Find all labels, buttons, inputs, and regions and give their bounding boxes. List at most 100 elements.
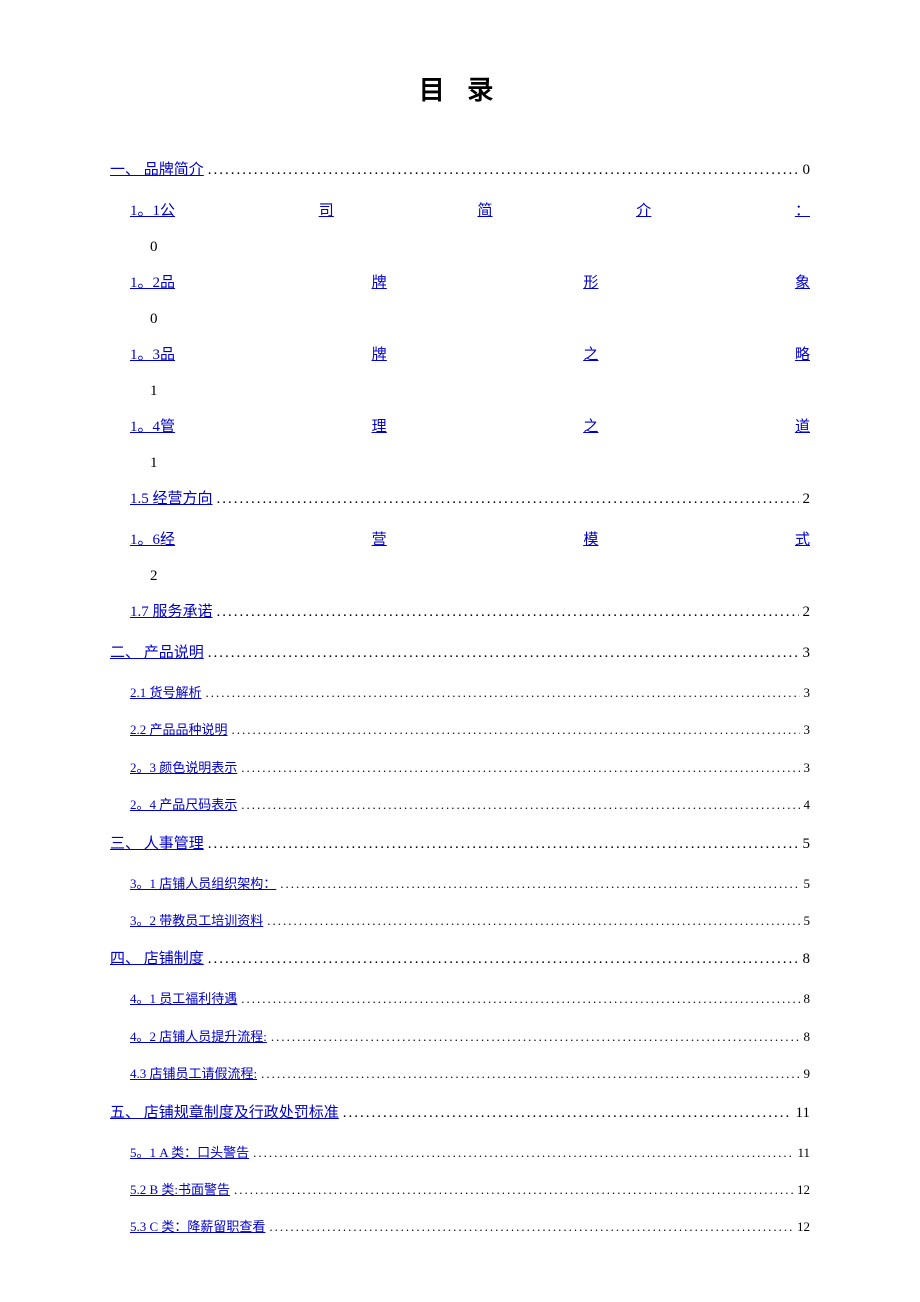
- toc-link[interactable]: 1.7 服务承诺: [130, 599, 213, 626]
- toc-link[interactable]: 一、 品牌简介: [110, 157, 204, 184]
- toc-entry: 5.3 C 类：降薪留职查看 .........................…: [110, 1215, 810, 1238]
- toc-page-number: 0: [799, 157, 811, 184]
- toc-page-number: 2: [110, 568, 810, 585]
- toc-link[interactable]: 二、 产品说明: [110, 640, 204, 667]
- table-of-contents: 一、 品牌简介 ................................…: [110, 157, 810, 1239]
- toc-entry-char: 介: [636, 198, 651, 225]
- toc-link[interactable]: 2.1 货号解析: [130, 681, 202, 704]
- toc-leader: ........................................…: [263, 909, 799, 932]
- toc-link[interactable]: 四、 店铺制度: [110, 946, 204, 973]
- toc-leader: ........................................…: [257, 1062, 799, 1085]
- toc-page-number: 3: [800, 718, 811, 741]
- toc-leader: ........................................…: [276, 872, 799, 895]
- toc-leader: ........................................…: [237, 987, 799, 1010]
- toc-entry: 4。2 店铺人员提升流程: ..........................…: [110, 1025, 810, 1048]
- toc-entry: 五、 店铺规章制度及行政处罚标准 .......................…: [110, 1100, 810, 1127]
- toc-page-number: 5: [800, 909, 811, 932]
- toc-entry-char: 式: [795, 527, 810, 554]
- toc-entry-char: 象: [795, 270, 810, 297]
- toc-link[interactable]: 5.3 C 类：降薪留职查看: [130, 1215, 265, 1238]
- toc-page-number: 3: [800, 681, 811, 704]
- toc-page-number: 11: [792, 1100, 810, 1127]
- toc-page-number: 3: [799, 640, 811, 667]
- toc-link[interactable]: 2。4 产品尺码表示: [130, 793, 237, 816]
- toc-entry: 1。2品牌形象0: [110, 270, 810, 328]
- toc-leader: ........................................…: [213, 486, 799, 513]
- toc-entry: 2。4 产品尺码表示 .............................…: [110, 793, 810, 816]
- toc-page-number: 1: [110, 455, 810, 472]
- toc-link[interactable]: 3。2 带教员工培训资料: [130, 909, 263, 932]
- toc-page-number: 0: [110, 239, 810, 256]
- toc-link[interactable]: 1。6经营模式: [110, 527, 810, 554]
- toc-entry: 三、 人事管理 ................................…: [110, 831, 810, 858]
- toc-leader: ........................................…: [204, 640, 799, 667]
- toc-link[interactable]: 5.2 B 类:书面警告: [130, 1178, 230, 1201]
- toc-page-number: 8: [800, 987, 811, 1010]
- toc-leader: ........................................…: [204, 831, 799, 858]
- toc-entry-char: ：: [795, 198, 810, 225]
- toc-entry-char: 模: [583, 527, 598, 554]
- toc-entry: 1。3品 牌 之 略 1: [110, 342, 810, 400]
- toc-page-number: 0: [110, 311, 810, 328]
- toc-entry-char: 牌: [372, 342, 387, 369]
- toc-entry: 1。1公司简介：0: [110, 198, 810, 256]
- toc-entry: 5。1 A 类：口头警告 ...........................…: [110, 1141, 810, 1164]
- toc-entry: 3。2 带教员工培训资料 ...........................…: [110, 909, 810, 932]
- toc-leader: ........................................…: [204, 946, 799, 973]
- toc-entry-char: 营: [372, 527, 387, 554]
- toc-link[interactable]: 2。3 颜色说明表示: [130, 756, 237, 779]
- toc-entry: 4.3 店铺员工请假流程: ..........................…: [110, 1062, 810, 1085]
- toc-entry: 2.2 产品品种说明 .............................…: [110, 718, 810, 741]
- page-title: 目 录: [110, 70, 810, 107]
- toc-entry-number: 1。3品: [130, 342, 175, 369]
- toc-link[interactable]: 1。1公司简介：: [110, 198, 810, 225]
- toc-entry-char: 道: [795, 414, 810, 441]
- toc-leader: ........................................…: [265, 1215, 793, 1238]
- toc-link[interactable]: 4。1 员工福利待遇: [130, 987, 237, 1010]
- toc-entry-number: 1。2品: [130, 270, 175, 297]
- toc-entry-number: 1。1公: [130, 198, 175, 225]
- toc-page-number: 11: [793, 1141, 810, 1164]
- toc-leader: ........................................…: [230, 1178, 793, 1201]
- toc-entry: 1.5 经营方向 ...............................…: [110, 486, 810, 513]
- toc-link[interactable]: 1。2品牌形象: [110, 270, 810, 297]
- toc-link[interactable]: 三、 人事管理: [110, 831, 204, 858]
- toc-page-number: 1: [110, 383, 810, 400]
- toc-leader: ........................................…: [213, 599, 799, 626]
- toc-leader: ........................................…: [249, 1141, 793, 1164]
- toc-entry: 1.7 服务承诺 ...............................…: [110, 599, 810, 626]
- toc-leader: ........................................…: [237, 793, 799, 816]
- toc-page-number: 12: [793, 1178, 810, 1201]
- toc-entry: 四、 店铺制度 ................................…: [110, 946, 810, 973]
- toc-link[interactable]: 1.5 经营方向: [130, 486, 213, 513]
- toc-page-number: 5: [799, 831, 811, 858]
- toc-link[interactable]: 1。4管理之道: [110, 414, 810, 441]
- toc-entry: 2。3 颜色说明表示 .............................…: [110, 756, 810, 779]
- toc-page-number: 9: [800, 1062, 811, 1085]
- toc-entry-char: 形: [583, 270, 598, 297]
- toc-page-number: 12: [793, 1215, 810, 1238]
- toc-entry: 3。1 店铺人员组织架构： ..........................…: [110, 872, 810, 895]
- toc-leader: ........................................…: [237, 756, 799, 779]
- toc-page-number: 2: [799, 599, 811, 626]
- toc-link[interactable]: 4。2 店铺人员提升流程:: [130, 1025, 267, 1048]
- toc-entry: 二、 产品说明 ................................…: [110, 640, 810, 667]
- toc-leader: ........................................…: [228, 718, 800, 741]
- toc-link[interactable]: 3。1 店铺人员组织架构：: [130, 872, 276, 895]
- toc-entry-char: 司: [319, 198, 334, 225]
- toc-leader: ........................................…: [204, 157, 799, 184]
- toc-page-number: 5: [800, 872, 811, 895]
- toc-link[interactable]: 1。3品 牌 之 略: [110, 342, 810, 369]
- toc-entry: 5.2 B 类:书面警告 ...........................…: [110, 1178, 810, 1201]
- toc-link[interactable]: 2.2 产品品种说明: [130, 718, 228, 741]
- toc-page-number: 2: [799, 486, 811, 513]
- toc-entry: 4。1 员工福利待遇 .............................…: [110, 987, 810, 1010]
- toc-entry: 一、 品牌简介 ................................…: [110, 157, 810, 184]
- toc-entry-char: 之: [583, 342, 598, 369]
- toc-link[interactable]: 4.3 店铺员工请假流程:: [130, 1062, 257, 1085]
- toc-entry-char: 略: [795, 342, 810, 369]
- toc-entry: 1。6经营模式2: [110, 527, 810, 585]
- toc-link[interactable]: 五、 店铺规章制度及行政处罚标准: [110, 1100, 339, 1127]
- toc-link[interactable]: 5。1 A 类：口头警告: [130, 1141, 249, 1164]
- toc-entry-char: 理: [372, 414, 387, 441]
